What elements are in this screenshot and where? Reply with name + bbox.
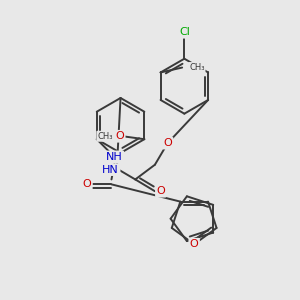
Text: O: O	[82, 179, 91, 189]
Text: CH₃: CH₃	[97, 132, 113, 141]
Text: O: O	[156, 186, 165, 196]
Text: HN: HN	[102, 165, 119, 175]
Text: O: O	[116, 131, 124, 141]
Text: CH₃: CH₃	[189, 63, 205, 72]
Text: O: O	[190, 239, 199, 249]
Text: Cl: Cl	[179, 27, 190, 37]
Text: methoxy: methoxy	[103, 135, 110, 136]
Text: NH: NH	[106, 152, 123, 162]
Text: O: O	[163, 138, 172, 148]
